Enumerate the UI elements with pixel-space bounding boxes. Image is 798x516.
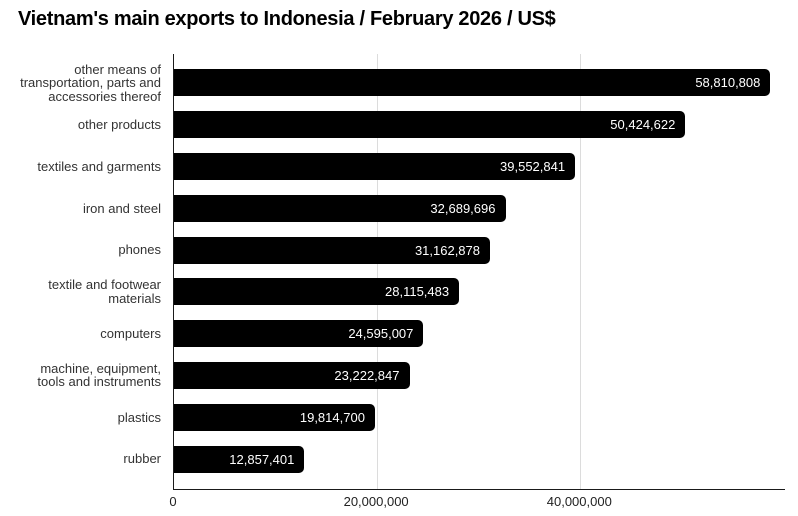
bar-value-label: 24,595,007 — [348, 326, 414, 342]
x-tick-label: 20,000,000 — [343, 494, 409, 509]
bar-value-label: 23,222,847 — [334, 368, 400, 383]
bar-8[interactable]: 23,222,847 — [174, 362, 410, 389]
bar-value-label: 32,689,696 — [430, 200, 496, 216]
x-tick-label: 40,000,000 — [546, 494, 612, 509]
category-label: phones — [118, 242, 161, 258]
category-label: other means of transportation, parts and a… — [20, 61, 161, 104]
category-label: iron and steel — [82, 200, 161, 216]
gridline — [579, 54, 581, 489]
bar-10[interactable]: 12,857,401 — [174, 445, 305, 473]
chart-title: Vietnam's main exports to Indonesia / Fe… — [18, 8, 556, 30]
x-axis-ticks: 0 20,000,000 40,000,000 — [169, 494, 785, 512]
x-tick-label: 0 — [169, 494, 177, 509]
category-labels: other means of transportation, parts and a… — [0, 54, 167, 490]
bar-4[interactable]: 32,689,696 — [174, 194, 506, 222]
category-label: rubber — [123, 451, 161, 467]
category-label: other products — [77, 116, 161, 132]
category-label: machine, equipment, tools and instruments — [37, 360, 161, 390]
bar-value-label: 50,424,622 — [610, 117, 676, 133]
bar-value-label: 58,810,808 — [695, 75, 761, 91]
category-label: plastics — [117, 409, 161, 425]
bar-2[interactable]: 50,424,622 — [174, 111, 686, 139]
bar-value-label: 12,857,401 — [229, 451, 295, 467]
bar-value-label: 28,115,483 — [385, 284, 450, 300]
bar-value-label: 39,552,841 — [500, 159, 566, 174]
bar-3[interactable]: 39,552,841 — [174, 153, 576, 180]
bar-5[interactable]: 31,162,878 — [174, 236, 491, 264]
category-label: textiles and garments — [37, 158, 161, 174]
category-label: computers — [100, 325, 161, 341]
category-label: textile and footwear materials — [48, 277, 161, 306]
bar-9[interactable]: 19,814,700 — [174, 403, 375, 431]
plot-area: 58,810,808 50,424,622 39,552,841 32,689,696… — [173, 54, 785, 490]
bar-7[interactable]: 24,595,007 — [174, 320, 424, 348]
bar-value-label: 31,162,878 — [414, 242, 481, 258]
bar-1[interactable]: 58,810,808 — [174, 69, 771, 97]
bar-6[interactable]: 28,115,483 — [174, 278, 460, 306]
bar-value-label: 19,814,700 — [299, 409, 365, 425]
gridline — [376, 54, 378, 489]
